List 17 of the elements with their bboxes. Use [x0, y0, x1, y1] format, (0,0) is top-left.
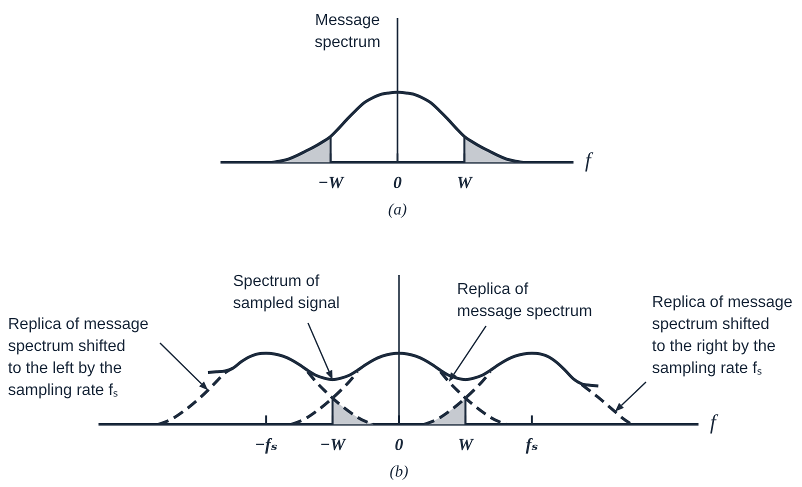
x-tick-label: −W — [318, 172, 346, 192]
text: (a) — [388, 202, 407, 219]
x-tick-label: W — [456, 172, 474, 192]
series-label: Replica of message spectrum shifted to the left by the sampling rate fₛ — [8, 315, 149, 401]
text: (b) — [390, 464, 408, 481]
x-tick-label: fₛ — [526, 434, 538, 454]
x-tick-label: W — [458, 434, 475, 454]
x-axis-title: f — [710, 410, 719, 434]
y-axis-title: Message spectrum — [314, 11, 382, 53]
x-axis-title: f — [585, 148, 594, 172]
x-tick-label: −W — [320, 434, 348, 454]
x-tick-label: 0 — [394, 434, 404, 454]
text: Spectrum of sampled signal — [233, 272, 340, 314]
x-tick-label: −fₛ — [254, 434, 278, 454]
x-tick-label: 0 — [393, 172, 402, 192]
text: Replica of message spectrum — [457, 280, 592, 322]
text: Replica of message spectrum shifted to the right by the sampling rate fₛ — [652, 293, 793, 379]
